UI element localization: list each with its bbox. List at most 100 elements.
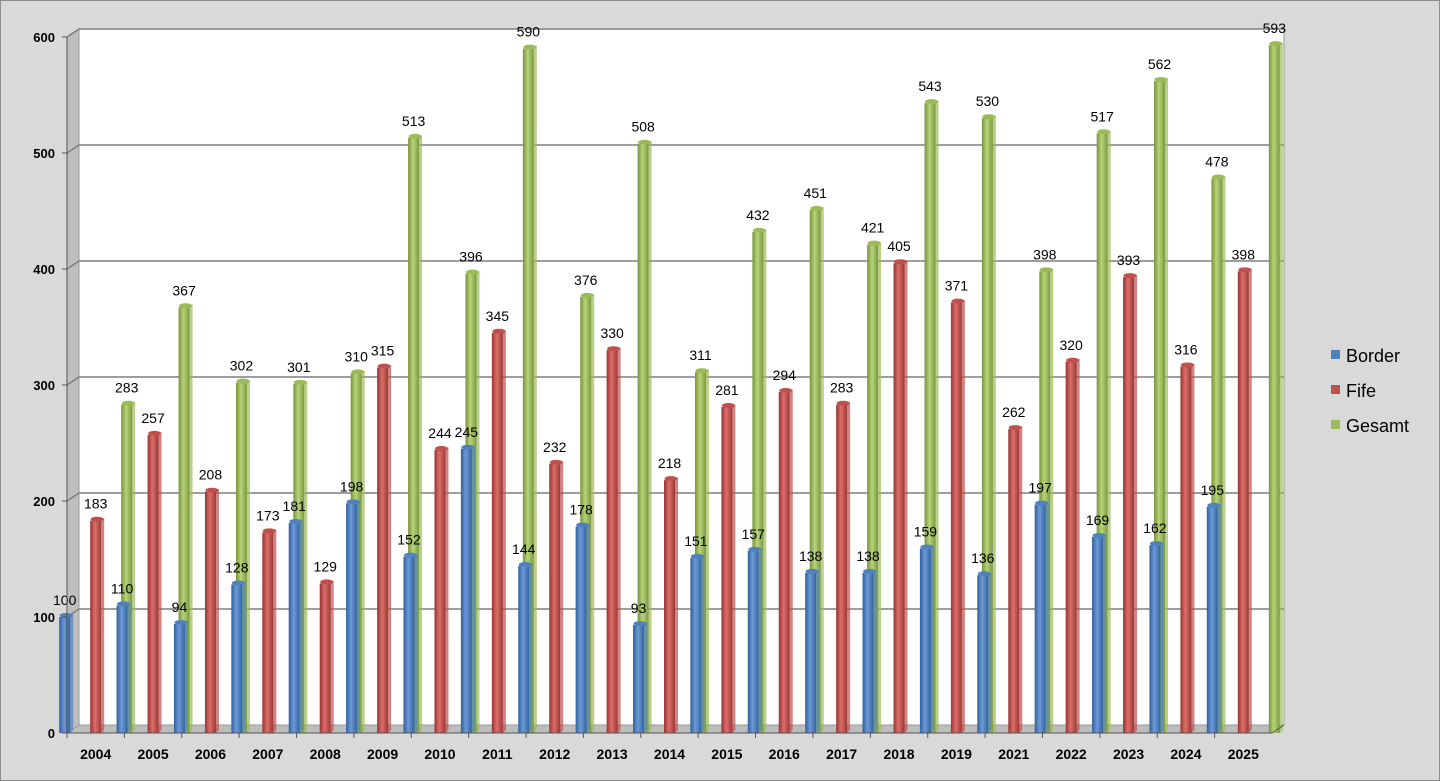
data-label: 517	[1090, 108, 1114, 124]
legend-swatch	[1331, 420, 1340, 429]
data-label: 302	[230, 358, 254, 374]
bar-side	[70, 614, 74, 733]
bar-side	[330, 580, 334, 733]
bar-front	[575, 526, 587, 733]
bar-front	[1008, 429, 1020, 733]
gridline	[66, 376, 1284, 386]
bar-top	[293, 379, 307, 385]
data-label: 393	[1117, 252, 1141, 268]
bar	[950, 298, 965, 733]
bar-front	[919, 548, 931, 733]
bar	[637, 139, 652, 734]
data-label: 432	[746, 207, 770, 223]
bar-front	[862, 572, 874, 733]
bar-side	[930, 545, 934, 733]
bar-top	[549, 459, 563, 465]
data-label: 330	[600, 325, 624, 341]
bar-front	[173, 623, 185, 733]
data-label: 478	[1205, 154, 1229, 170]
bar-front	[606, 350, 618, 733]
bar-front	[695, 372, 706, 733]
y-tick-label: 500	[33, 146, 55, 161]
legend-swatch	[1331, 350, 1340, 359]
data-label: 371	[945, 278, 969, 294]
bar	[1180, 362, 1195, 733]
bar-top	[174, 619, 188, 625]
bar	[549, 459, 564, 733]
data-label: 129	[314, 558, 338, 574]
bar-front	[1065, 361, 1077, 733]
bar-side	[1019, 426, 1023, 733]
x-tick-label: 2005	[137, 746, 168, 762]
bar-side	[132, 401, 136, 733]
bar-front	[1096, 133, 1108, 733]
legend-label: Gesamt	[1346, 416, 1409, 436]
x-tick-label: 2010	[424, 746, 455, 762]
bar-top	[576, 522, 590, 528]
bar-side	[533, 45, 537, 734]
bar-front	[377, 367, 389, 733]
data-label: 421	[861, 220, 885, 236]
bar	[204, 487, 219, 733]
gridline	[66, 492, 1284, 502]
bar-side	[1191, 363, 1195, 733]
data-label: 138	[856, 548, 880, 564]
bar	[1065, 357, 1080, 733]
bar-top	[236, 378, 250, 384]
bar	[721, 403, 736, 733]
bar-top	[779, 387, 793, 393]
bar-top	[346, 499, 360, 505]
bar-side	[591, 293, 595, 733]
bar-front	[121, 404, 133, 733]
bar-top	[518, 561, 532, 567]
bar-top	[951, 298, 965, 304]
bar-front	[319, 583, 331, 733]
bar-side	[189, 304, 193, 733]
bar-top	[836, 400, 850, 406]
bar-side	[763, 228, 767, 733]
bar-top	[403, 552, 417, 558]
data-label: 178	[569, 502, 593, 518]
data-label: 183	[84, 496, 108, 512]
data-label: 593	[1263, 20, 1287, 36]
bar-front	[1180, 366, 1192, 733]
bar-side	[529, 562, 533, 733]
y-tick-label: 400	[33, 262, 55, 277]
bar-side	[101, 517, 105, 733]
bar	[147, 430, 162, 733]
bar-side	[1160, 542, 1164, 733]
bar	[747, 546, 762, 733]
x-tick-label: 2012	[539, 746, 570, 762]
bar-front	[1206, 506, 1218, 733]
data-label: 543	[918, 78, 942, 94]
bar-side	[299, 520, 303, 733]
bar	[633, 621, 647, 733]
bar-top	[1154, 77, 1168, 83]
bar-top	[695, 368, 709, 374]
bar	[434, 445, 449, 733]
data-label: 208	[199, 467, 223, 483]
data-label: 345	[486, 308, 510, 324]
bar-top	[1092, 532, 1106, 538]
x-tick-label: 2007	[252, 746, 283, 762]
bar-top	[1008, 425, 1022, 431]
bar-top	[262, 528, 276, 534]
data-label: 310	[345, 348, 369, 364]
bar-top	[1211, 174, 1225, 180]
legend-swatch	[1331, 385, 1340, 394]
bar-top	[231, 580, 245, 586]
bar-side	[988, 572, 992, 733]
bar-front	[1149, 545, 1161, 733]
bar-side	[127, 602, 131, 733]
bar-side	[388, 364, 392, 733]
data-label: 173	[256, 507, 280, 523]
bar-front	[747, 550, 759, 733]
legend-entry: Fife	[1331, 381, 1376, 401]
bar-top	[1039, 267, 1053, 273]
bar	[235, 378, 250, 733]
data-label: 315	[371, 343, 395, 359]
x-tick-label: 2024	[1170, 746, 1201, 762]
bar-side	[419, 134, 423, 734]
bar-front	[664, 480, 675, 733]
bar-top	[1238, 267, 1252, 273]
